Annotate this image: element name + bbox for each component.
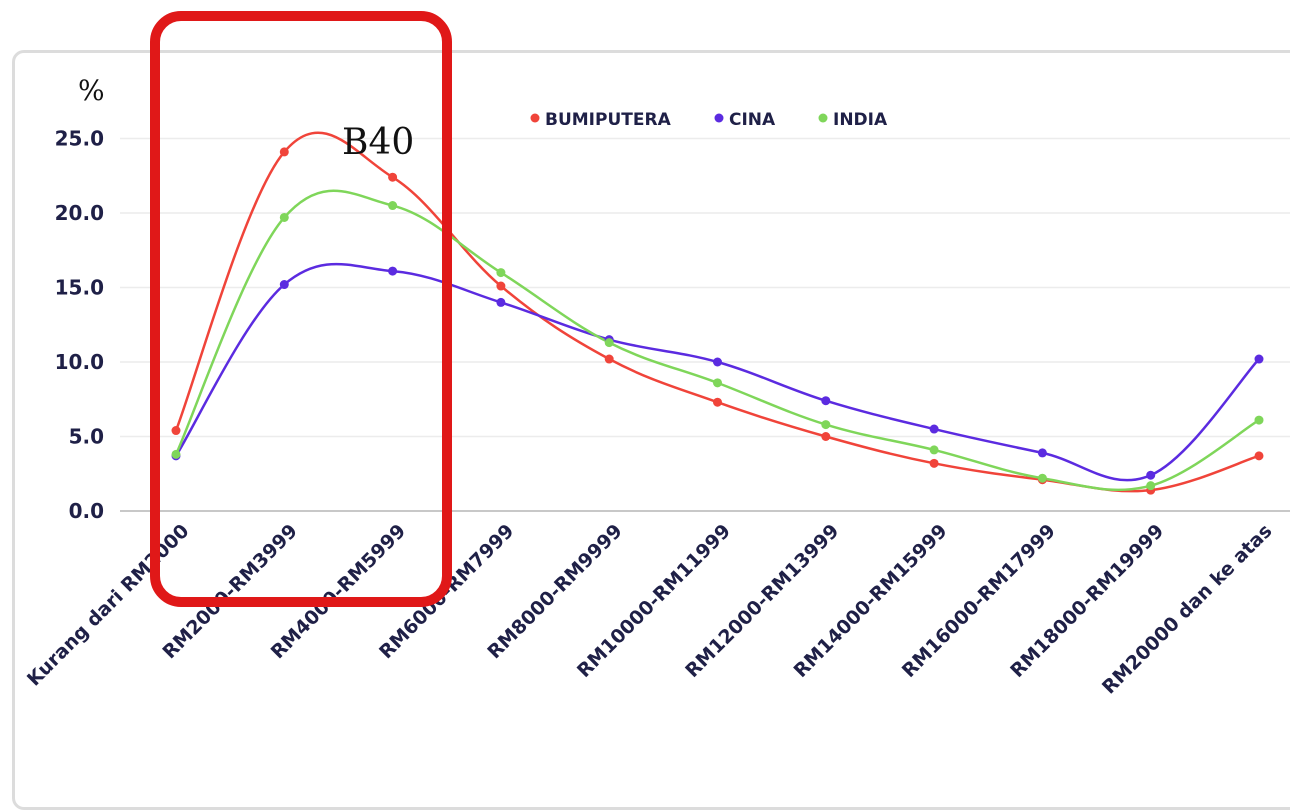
data-point-bumiputera — [171, 426, 181, 436]
data-point-cina — [713, 357, 722, 367]
y-axis-ticks: 25.0 20.0 15.0 10.0 5.0 0.0 — [55, 127, 104, 524]
legend: BUMIPUTERA CINA INDIA — [530, 110, 888, 130]
data-point-cina — [388, 266, 398, 276]
b40-highlight-box — [150, 11, 452, 607]
data-point-cina — [1037, 448, 1047, 458]
y-tick-label: 10.0 — [55, 350, 104, 374]
data-points — [171, 147, 1264, 495]
data-point-cina — [821, 396, 831, 406]
data-point-cina — [929, 424, 939, 434]
data-point-india — [929, 445, 939, 455]
legend-label-cina: CINA — [729, 110, 776, 130]
data-point-bumiputera — [1254, 451, 1264, 461]
y-tick-label: 0.0 — [69, 499, 104, 523]
data-point-india — [1037, 473, 1047, 483]
data-point-bumiputera — [496, 281, 506, 291]
x-tick-label: Kurang dari RM2000 — [23, 520, 194, 691]
data-point-india — [388, 201, 398, 211]
data-point-india — [821, 420, 831, 430]
y-tick-label: 5.0 — [69, 425, 104, 449]
legend-marker-cina — [714, 113, 724, 123]
data-point-india — [496, 268, 506, 278]
data-point-cina — [279, 280, 289, 290]
data-point-cina — [1254, 354, 1264, 364]
series-line-cina — [174, 262, 1260, 482]
grid-lines — [120, 137, 1290, 512]
data-point-cina — [1146, 470, 1156, 480]
y-tick-label: 20.0 — [55, 201, 104, 225]
data-point-bumiputera — [713, 397, 722, 407]
legend-marker-india — [818, 113, 828, 123]
series-lines — [174, 131, 1260, 493]
line-chart: 25.0 20.0 15.0 10.0 5.0 0.0 Kurang dari RM200… — [23, 11, 1290, 699]
data-point-cina — [496, 297, 506, 307]
y-axis-unit-label: % — [78, 74, 105, 107]
data-point-bumiputera — [388, 172, 398, 182]
data-point-india — [1254, 415, 1264, 425]
data-point-india — [171, 449, 181, 459]
y-tick-label: 25.0 — [55, 127, 104, 151]
data-point-india — [604, 338, 614, 348]
series-line-india — [174, 189, 1260, 492]
data-point-bumiputera — [929, 458, 939, 468]
legend-label-bumiputera: BUMIPUTERA — [545, 110, 672, 130]
data-point-bumiputera — [821, 432, 831, 441]
b40-annotation-label: B40 — [342, 122, 414, 163]
legend-marker-bumiputera — [530, 113, 540, 123]
data-point-india — [279, 212, 289, 222]
data-point-bumiputera — [279, 147, 289, 157]
x-axis-ticks: Kurang dari RM2000RM2000-RM3999RM4000-RM… — [23, 520, 1277, 699]
data-point-india — [1146, 481, 1156, 491]
series-line-bumiputera — [174, 131, 1260, 493]
data-point-bumiputera — [604, 354, 614, 364]
data-point-india — [713, 378, 722, 388]
y-tick-label: 15.0 — [55, 276, 104, 300]
legend-label-india: INDIA — [833, 110, 888, 130]
